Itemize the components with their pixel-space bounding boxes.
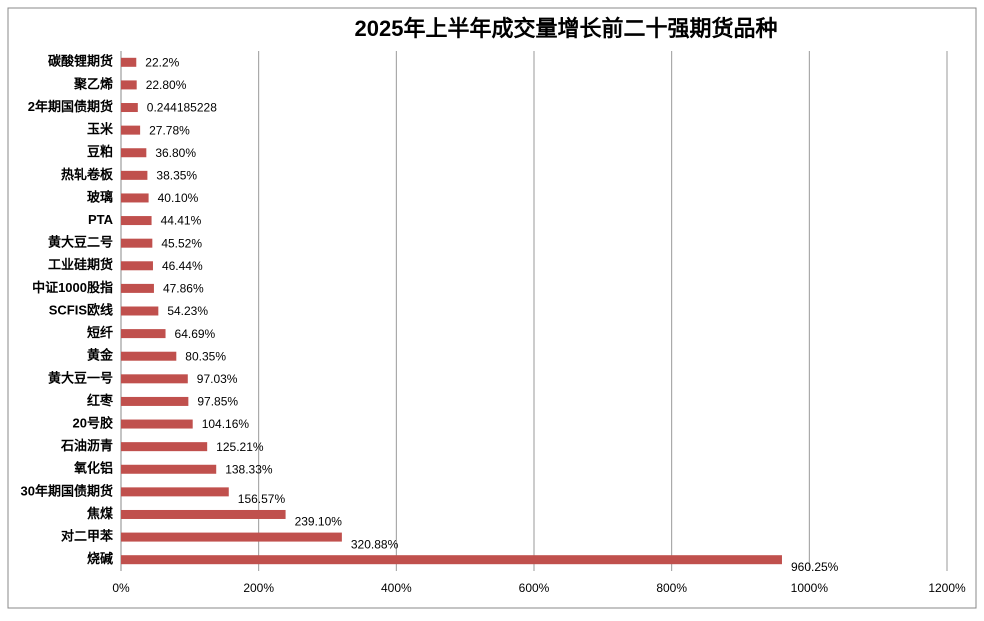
y-tick-label: 玉米 <box>87 122 114 137</box>
bar <box>121 103 138 113</box>
bar <box>121 170 148 180</box>
data-label: 45.52% <box>161 236 202 250</box>
data-label: 40.10% <box>158 191 199 205</box>
x-tick-label: 600% <box>519 581 550 595</box>
y-tick-label: 聚乙烯 <box>73 76 113 91</box>
y-tick-label: 烧碱 <box>87 551 113 566</box>
y-tick-label: 工业硅期货 <box>48 257 113 272</box>
bar <box>121 329 166 339</box>
bar <box>121 464 217 474</box>
y-tick-label: 焦煤 <box>86 506 113 521</box>
bar <box>121 193 149 203</box>
data-label: 156.57% <box>238 492 286 506</box>
data-label: 960.25% <box>791 560 839 574</box>
bar <box>121 125 141 135</box>
y-tick-label: 中证1000股指 <box>32 280 113 295</box>
data-label: 0.244185228 <box>147 101 217 115</box>
y-tick-label: 黄大豆一号 <box>48 370 113 385</box>
data-label: 44.41% <box>161 214 202 228</box>
data-label: 22.80% <box>146 78 187 92</box>
data-label: 97.03% <box>197 372 238 386</box>
data-label: 239.10% <box>295 515 343 529</box>
bar <box>121 442 208 452</box>
x-tick-label: 200% <box>243 581 274 595</box>
y-tick-label: 对二甲苯 <box>61 529 114 544</box>
bar <box>121 487 229 497</box>
data-label: 125.21% <box>216 440 264 454</box>
data-label: 54.23% <box>167 304 208 318</box>
y-tick-label: 20号胶 <box>73 415 113 430</box>
y-tick-label: 30年期国债期货 <box>21 483 113 498</box>
data-label: 36.80% <box>155 146 196 160</box>
data-label: 38.35% <box>156 169 197 183</box>
y-tick-label: 豆粕 <box>87 144 113 159</box>
data-label: 104.16% <box>202 417 250 431</box>
y-tick-label: 黄大豆二号 <box>48 235 113 250</box>
data-label: 64.69% <box>175 327 216 341</box>
bar <box>121 532 342 542</box>
data-label: 320.88% <box>351 537 399 551</box>
x-tick-label: 1200% <box>928 581 966 595</box>
data-label: 138.33% <box>225 462 273 476</box>
x-tick-label: 1000% <box>791 581 829 595</box>
x-tick-label: 0% <box>112 581 130 595</box>
bar <box>121 306 159 316</box>
bar <box>121 80 137 90</box>
y-tick-label: 玻璃 <box>87 189 113 204</box>
bar <box>121 261 153 271</box>
y-tick-label: 短纤 <box>87 325 113 340</box>
y-tick-label: 石油沥青 <box>60 438 113 453</box>
bar <box>121 238 153 248</box>
bar <box>121 396 189 406</box>
bar <box>121 283 154 293</box>
y-tick-label: 碳酸锂期货 <box>48 54 113 69</box>
y-tick-label: PTA <box>88 212 114 227</box>
data-label: 80.35% <box>185 349 226 363</box>
y-tick-label: 热轧卷板 <box>61 167 114 182</box>
y-tick-label: 黄金 <box>87 348 114 363</box>
x-tick-label: 400% <box>381 581 412 595</box>
bar <box>121 374 188 384</box>
data-label: 47.86% <box>163 282 204 296</box>
bar <box>121 509 286 519</box>
y-tick-label: 氧化铝 <box>73 461 113 476</box>
bar <box>121 351 177 361</box>
data-label: 97.85% <box>197 395 238 409</box>
chart-border <box>7 7 977 609</box>
chart-title: 2025年上半年成交量增长前二十强期货品种 <box>355 16 778 41</box>
bar <box>121 555 782 565</box>
bar <box>121 148 147 158</box>
x-tick-label: 800% <box>656 581 687 595</box>
bar <box>121 216 152 226</box>
data-label: 46.44% <box>162 259 203 273</box>
data-label: 27.78% <box>149 123 190 137</box>
y-tick-label: SCFIS欧线 <box>49 302 113 317</box>
data-label: 22.2% <box>145 55 179 69</box>
bar <box>121 57 137 67</box>
y-tick-label: 2年期国债期货 <box>28 99 113 114</box>
bar <box>121 419 193 429</box>
y-tick-label: 红枣 <box>87 393 114 408</box>
